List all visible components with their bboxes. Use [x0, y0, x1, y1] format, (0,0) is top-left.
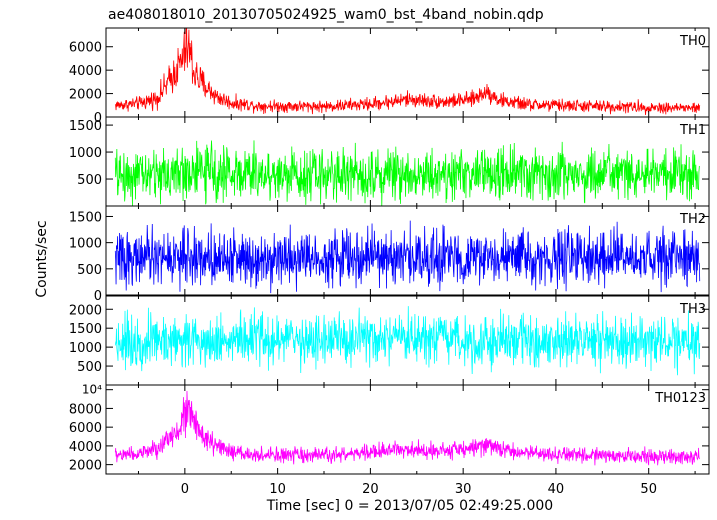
x-tick-label: 40 [548, 482, 565, 497]
panel-label-th3: TH3 [679, 302, 706, 317]
y-tick-label: 500 [77, 173, 102, 188]
x-axis-label: Time [sec] 0 = 2013/07/05 02:49:25.000 [266, 498, 553, 514]
series-line-th3 [114, 306, 701, 376]
series-line-th0123 [114, 391, 700, 466]
x-tick-label: 20 [362, 482, 379, 497]
panel-label-th2: TH2 [679, 212, 706, 227]
y-tick-label: 1000 [69, 237, 102, 252]
series-line-th0 [114, 28, 701, 116]
y-tick-label: 1500 [69, 119, 102, 134]
panel-label-th0: TH0 [679, 34, 706, 49]
y-tick-label: 10⁴ [82, 383, 102, 397]
y-tick-label: 6000 [69, 421, 102, 436]
x-tick-label: 0 [181, 482, 189, 497]
x-tick-label: 50 [640, 482, 657, 497]
y-tick-label: 0 [94, 289, 102, 304]
y-tick-label: 6000 [69, 41, 102, 56]
y-tick-label: 8000 [69, 402, 102, 417]
panel-label-th0123: TH0123 [654, 391, 706, 406]
y-tick-label: 1500 [69, 210, 102, 225]
y-tick-label: 4000 [69, 440, 102, 455]
panel-th0: 0 2000 4000 6000 TH0 [69, 27, 710, 126]
panel-frame [105, 384, 710, 475]
panel-th2: 0 500 1000 1500 TH2 [69, 205, 710, 304]
y-tick-label: 2000 [69, 88, 102, 103]
y-tick-label: 1000 [69, 146, 102, 161]
y-tick-label: 1000 [69, 341, 102, 356]
panel-label-th1: TH1 [679, 123, 706, 138]
x-tick-label: 10 [269, 482, 286, 497]
y-tick-label: 500 [77, 360, 102, 375]
y-axis-label: Counts/sec [34, 220, 50, 297]
series-line-th2 [114, 220, 701, 294]
y-tick-label: 2000 [69, 303, 102, 318]
chart-title: ae408018010_20130705024925_wam0_bst_4ban… [108, 7, 544, 23]
panel-th1: 500 1000 1500 TH1 [69, 116, 710, 207]
y-tick-label: 500 [77, 263, 102, 278]
series-line-th1 [114, 140, 700, 206]
panel-th3: 500 1000 1500 2000 TH3 [69, 295, 710, 386]
y-tick-label: 2000 [69, 459, 102, 474]
x-tick-label: 30 [455, 482, 472, 497]
panel-frame [105, 205, 710, 296]
y-tick-label: 4000 [69, 64, 102, 79]
y-tick-label: 0 [94, 111, 102, 126]
y-tick-label: 1500 [69, 322, 102, 337]
panel-th0123: 2000 4000 6000 8000 10⁴ TH0123 [69, 383, 710, 475]
